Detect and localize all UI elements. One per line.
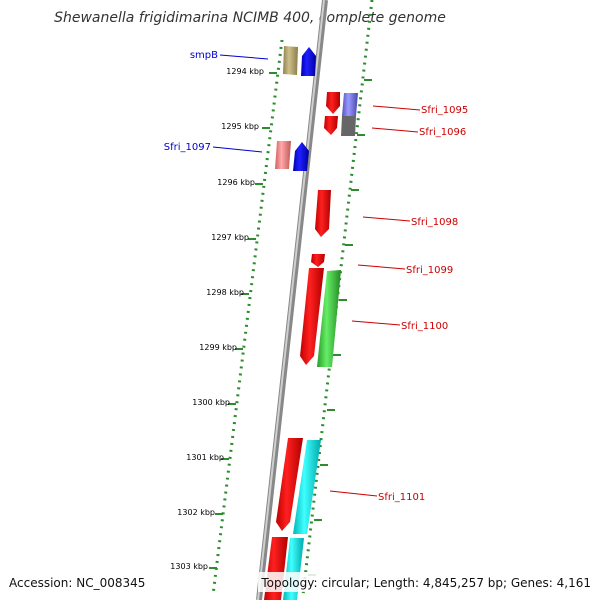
gene-feature-sfri-1098[interactable] bbox=[315, 190, 331, 237]
topology-text: Topology: circular; Length: 4,845,257 bp… bbox=[260, 576, 591, 590]
gene-feature-pink[interactable] bbox=[275, 141, 291, 169]
gene-feature-smpb[interactable] bbox=[301, 47, 316, 76]
gene-labels: smpB Sfri_1097 Sfri_1095 Sfri_1096 Sfri_… bbox=[164, 50, 468, 503]
gene-feature-olive[interactable] bbox=[283, 46, 298, 75]
genome-backbone-highlight bbox=[257, 0, 325, 600]
footer-topology-bg bbox=[258, 572, 596, 592]
left-tick-marks bbox=[209, 72, 277, 569]
kbp-labels: 1294 kbp 1295 kbp 1296 kbp 1297 kbp 1298… bbox=[170, 67, 264, 571]
kbp-label: 1302 kbp bbox=[177, 508, 215, 517]
right-dotted-track bbox=[301, 0, 374, 596]
accession-text: Accession: NC_008345 bbox=[9, 576, 145, 590]
gene-feature-sfri-1101[interactable] bbox=[293, 440, 321, 534]
gene-feature-sfri-1100[interactable] bbox=[317, 270, 341, 367]
gene-feature-blue[interactable] bbox=[293, 142, 309, 171]
gene-feature-red[interactable] bbox=[300, 268, 324, 365]
label-connectors bbox=[212, 54, 421, 497]
gene-label-sfri-1095[interactable]: Sfri_1095 bbox=[421, 105, 468, 116]
kbp-label: 1303 kbp bbox=[170, 562, 208, 571]
kbp-label: 1297 kbp bbox=[211, 233, 249, 242]
kbp-label: 1295 kbp bbox=[221, 122, 259, 131]
genome-title: Shewanella frigidimarina NCIMB 400, comp… bbox=[54, 10, 446, 26]
gene-label-sfri-1101[interactable]: Sfri_1101 bbox=[378, 492, 425, 503]
gene-feature-gray[interactable] bbox=[341, 116, 356, 136]
footer-accession-bg bbox=[4, 572, 150, 592]
gene-label-sfri-1099[interactable]: Sfri_1099 bbox=[406, 265, 453, 276]
gene-label-smpb[interactable]: smpB bbox=[190, 50, 218, 61]
kbp-label: 1301 kbp bbox=[186, 453, 224, 462]
kbp-label: 1296 kbp bbox=[217, 178, 255, 187]
kbp-label: 1294 kbp bbox=[226, 67, 264, 76]
gene-label-sfri-1098[interactable]: Sfri_1098 bbox=[411, 217, 458, 228]
gene-feature-sfri-1099[interactable] bbox=[311, 254, 325, 267]
gene-label-sfri-1100[interactable]: Sfri_1100 bbox=[401, 321, 448, 332]
right-tick-marks bbox=[308, 79, 372, 576]
gene-feature-red[interactable] bbox=[324, 116, 338, 135]
kbp-label: 1298 kbp bbox=[206, 288, 244, 297]
kbp-label: 1300 kbp bbox=[192, 398, 230, 407]
gene-feature-red[interactable] bbox=[276, 438, 303, 531]
gene-feature-purple[interactable] bbox=[342, 93, 358, 116]
gene-label-sfri-1097[interactable]: Sfri_1097 bbox=[164, 142, 211, 153]
gene-feature-red[interactable] bbox=[326, 92, 340, 114]
gene-label-sfri-1096[interactable]: Sfri_1096 bbox=[419, 127, 466, 138]
kbp-label: 1299 kbp bbox=[199, 343, 237, 352]
